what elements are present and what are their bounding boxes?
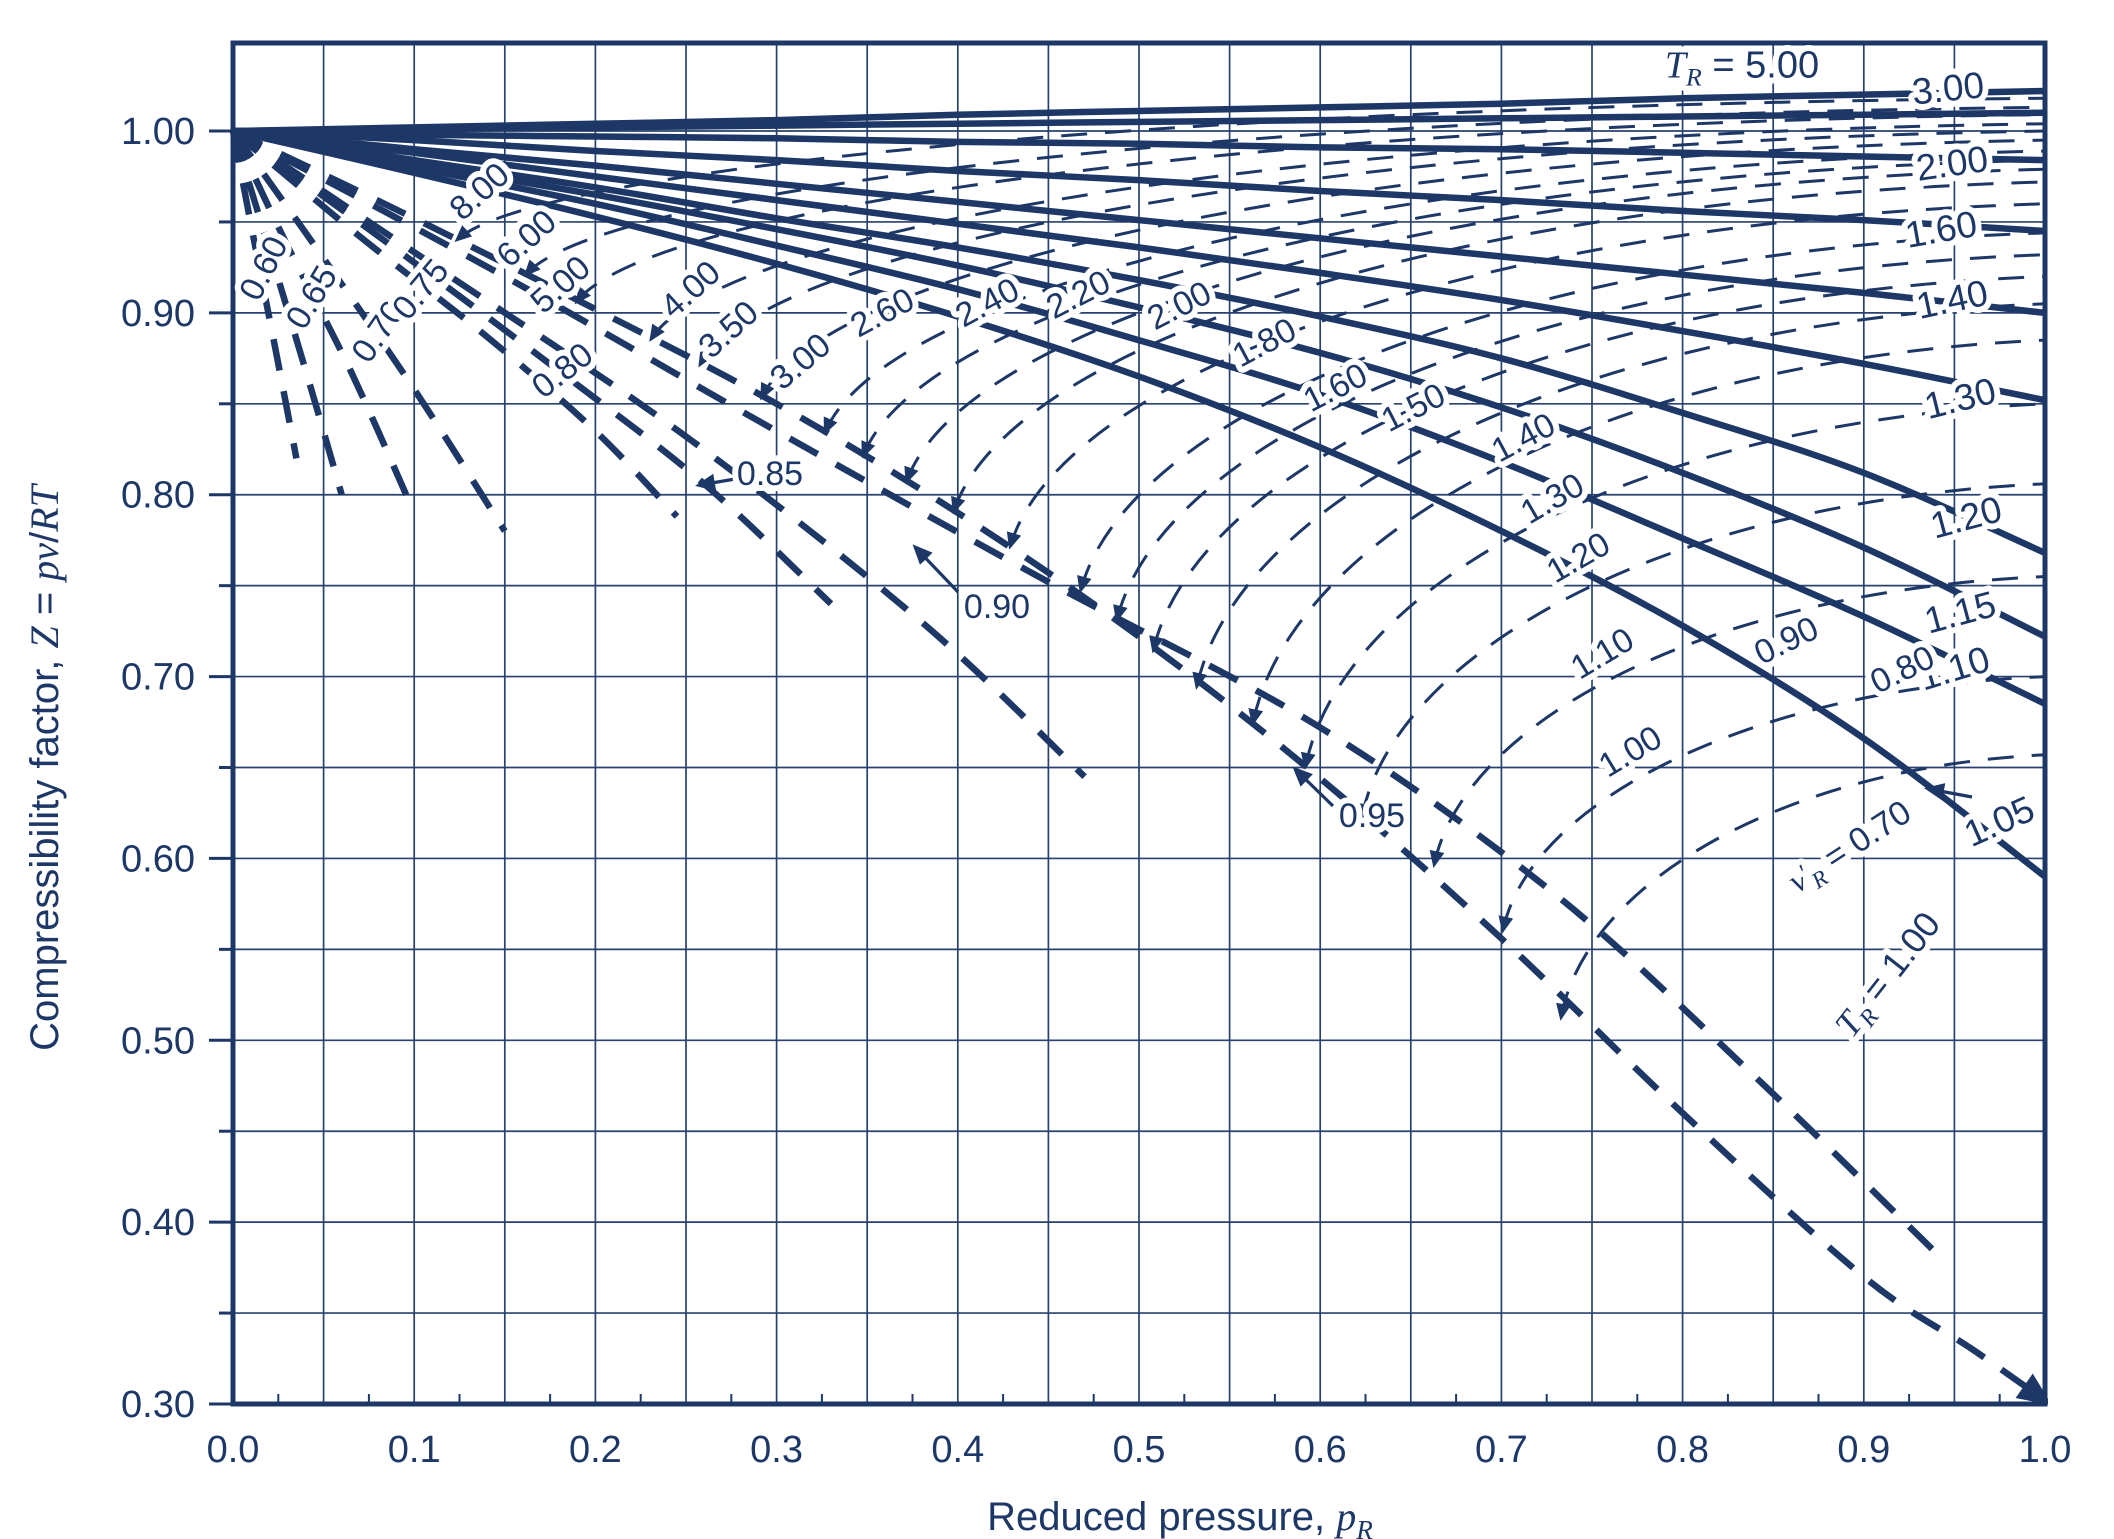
vr-line-1.60 [1077,231,2046,594]
tr-solid-1.10 [232,127,2047,707]
svg-text:TR​ = 5.00: TR​ = 5.00 [1665,44,1819,91]
tr-dashed-0.80 [230,128,680,519]
x-axis-title: Reduced pressure, pR​ [987,1494,1373,1539]
tr-solid-1.15 [232,127,2047,640]
vr-line-0.70 [1556,753,2046,1021]
y-tick-label: 0.70 [121,657,195,699]
y-tick-label: 0.30 [121,1384,195,1426]
x-tick-label: 0.2 [569,1429,622,1471]
curve-label: 0.90 [958,582,1036,632]
tr-solid-2.00 [232,127,2046,164]
x-tick-label: 0.0 [207,1429,260,1471]
svg-text:0.85: 0.85 [737,455,803,493]
svg-text:0.90: 0.90 [964,588,1030,626]
y-tick-label: 1.00 [121,111,195,153]
vr-line-1.40 [1149,275,2046,654]
axis-ticks [209,129,2001,1406]
tr-dashed-1.00 [231,128,2048,1406]
vr-line-6.00 [523,105,2046,277]
tr-solid-3.00 [232,87,2046,135]
x-tick-labels: 0.0 0.1 0.2 0.3 0.4 0.5 0.6 0.7 0.8 0.9 1.0 [207,1429,2072,1471]
y-tick-label: 0.40 [121,1202,195,1244]
plot-border [230,40,2048,1407]
y-tick-label: 0.80 [121,475,195,517]
tr-solid-1.30 [232,127,2046,404]
tr-solid-curves [232,87,2047,880]
tr-dashed-0.95 [231,128,1939,1256]
curves [230,87,2048,1406]
vr-line-4.00 [649,122,2046,342]
vr-line-2.20 [904,167,2046,485]
x-tick-label: 1.0 [2019,1429,2072,1471]
curve-label: Compressibility factor, Z = pv/RT [22,482,67,1051]
curve-label: 3.00 [1904,58,1992,118]
vr-line-1.00 [1357,482,2046,821]
vr-line-0.90 [1429,575,2046,869]
x-tick-label: 0.1 [388,1429,441,1471]
x-tick-label: 0.4 [931,1429,984,1471]
tr-dashed-curves [230,128,2048,1406]
x-tick-label: 0.5 [1113,1429,1166,1471]
vr-line-2.00 [951,180,2046,515]
x-tick-label: 0.3 [750,1429,803,1471]
axis-titles: Reduced pressure, pR​ Compressibility fac… [22,482,1373,1539]
svg-text:0.95: 0.95 [1339,797,1405,835]
y-tick-label: 0.60 [121,838,195,880]
x-tick-label: 0.8 [1656,1429,1709,1471]
vr-lines [454,96,2046,1021]
tr-solid-1.05 [232,127,2047,880]
vr-line-2.60 [823,149,2046,435]
vr-line-3.50 [698,129,2046,368]
x-tick-label: 0.9 [1837,1429,1890,1471]
svg-text:Compressibility factor, Z = pv: Compressibility factor, Z = pv/RT [22,482,67,1051]
label-leader-arrows [695,473,1973,808]
vr-line-5.00 [574,113,2046,305]
tr-dashed-0.85 [231,128,834,607]
svg-text:Reduced pressure, pR​: Reduced pressure, pR​ [987,1494,1373,1539]
y-tick-label: 0.50 [121,1020,195,1062]
tr-dashed-0.70 [230,129,418,515]
tr-solid-1.20 [232,127,2047,556]
x-tick-label: 0.7 [1475,1429,1528,1471]
vr-line-1.30 [1192,302,2046,690]
curve-label: 0.95 [1333,791,1411,841]
y-tick-label: 0.90 [121,293,195,335]
vr-line-1.50 [1113,253,2046,623]
tr-solid-1.60 [232,127,2046,235]
tr-solid-1.40 [232,127,2046,317]
tr-dashed-0.60 [230,130,300,460]
tr-dashed-0.90 [231,128,1087,779]
y-tick-labels: 1.00 0.90 0.80 0.70 0.60 0.50 0.40 0.30 [121,111,195,1426]
x-tick-label: 0.6 [1294,1429,1347,1471]
tr-dashed-0.65 [230,130,345,496]
tr-dashed-0.75 [230,129,508,533]
svg-text:3.00: 3.00 [1910,64,1986,112]
vr-line-0.80 [1498,675,2046,934]
curve-label: TR​ = 5.00 [1659,38,1825,97]
y-axis-title: Compressibility factor, Z = pv/RT [22,482,67,1051]
vr-line-2.40 [861,158,2046,459]
curve-label: 0.85 [731,449,809,499]
vr-line-1.20 [1248,338,2046,727]
